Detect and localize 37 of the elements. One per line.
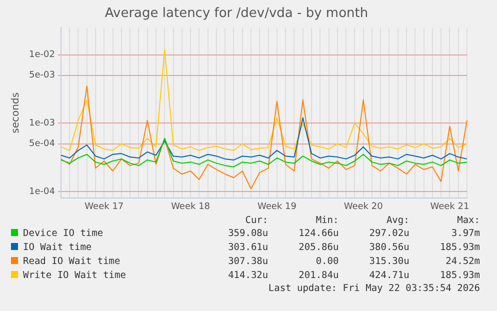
x-tick-label: Week 20 xyxy=(344,202,384,212)
text: Max: xyxy=(456,215,480,227)
x-tick-label: Week 18 xyxy=(171,202,210,212)
y-tick-label: 1e-02 xyxy=(28,50,55,60)
y-axis-title: seconds xyxy=(10,92,22,134)
text: 24.52m xyxy=(444,255,480,269)
text: 185.93m xyxy=(438,269,480,283)
legend-label: Read IO Wait time xyxy=(22,255,122,269)
text: 307.38u xyxy=(227,255,268,269)
text: Avg: xyxy=(385,215,410,227)
legend-label: IO Wait time xyxy=(22,241,93,255)
text: 0.00 xyxy=(314,255,339,269)
text: 315.30u xyxy=(368,255,410,269)
text: 297.02u xyxy=(368,227,410,241)
legend-label: Device IO time xyxy=(22,227,104,241)
text: 359.08u xyxy=(227,227,268,241)
chart-title: Average latency for /dev/vda - by month xyxy=(104,6,368,22)
text: 303.61u xyxy=(227,241,268,255)
x-tick-label: Week 17 xyxy=(84,202,124,212)
text: 201.84u xyxy=(298,269,339,283)
legend-label: Write IO Wait time xyxy=(22,269,127,283)
text: 414.32u xyxy=(227,269,268,283)
y-tick-label: 5e-03 xyxy=(28,70,55,81)
x-tick-label: Week 21 xyxy=(430,202,470,212)
y-tick-label: 1e-03 xyxy=(28,118,55,129)
y-tick-label: 5e-04 xyxy=(28,139,56,150)
x-tick-label: Week 19 xyxy=(257,202,297,212)
y-tick-label: 1e-04 xyxy=(28,186,56,197)
text: 424.71u xyxy=(368,269,410,283)
text: 124.66u xyxy=(298,227,339,241)
text: Last update: Fri May 22 03:35:54 2026 xyxy=(267,283,480,295)
text: 3.97m xyxy=(450,227,480,241)
text: 380.56u xyxy=(368,241,410,255)
text: 205.86u xyxy=(298,241,339,255)
text: Min: xyxy=(314,215,339,227)
text: 185.93m xyxy=(438,241,480,255)
text: Cur: xyxy=(244,215,268,227)
